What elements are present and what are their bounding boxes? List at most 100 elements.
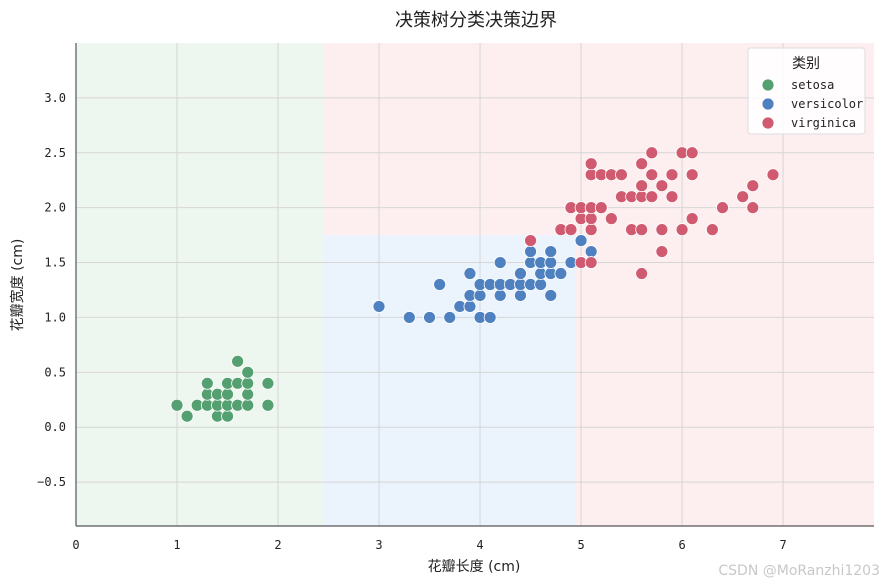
point-virginica [584, 212, 598, 226]
point-versicolor [554, 267, 568, 280]
point-virginica [645, 168, 659, 182]
point-virginica [635, 157, 649, 171]
point-virginica [675, 223, 689, 237]
watermark: CSDN @MoRanzhi1203 [718, 563, 880, 579]
point-versicolor [544, 256, 558, 269]
point-virginica [635, 179, 649, 193]
point-versicolor [443, 311, 457, 324]
y-tick-label: 3.0 [44, 91, 66, 105]
point-virginica [665, 190, 679, 204]
y-tick-label: 0.5 [44, 365, 66, 379]
point-versicolor [433, 278, 447, 291]
point-setosa [221, 409, 234, 423]
point-setosa [241, 365, 255, 379]
point-setosa [170, 398, 184, 412]
y-tick-label: 2.5 [44, 146, 66, 160]
point-virginica [685, 146, 699, 160]
y-tick-label: 2.0 [44, 201, 66, 215]
legend-marker-setosa [761, 78, 775, 92]
point-setosa [221, 387, 234, 401]
x-tick-label: 0 [72, 538, 79, 552]
point-versicolor [463, 300, 477, 313]
x-tick-label: 5 [577, 538, 584, 552]
point-versicolor [463, 267, 477, 280]
point-versicolor [574, 234, 588, 247]
point-virginica [665, 168, 679, 182]
point-virginica [604, 212, 618, 226]
point-versicolor [514, 267, 527, 280]
point-virginica [645, 146, 659, 160]
x-axis-label: 花瓣长度 (cm) [428, 559, 521, 575]
point-setosa [231, 354, 245, 368]
point-versicolor [493, 289, 507, 302]
point-virginica [655, 179, 669, 193]
point-versicolor [473, 289, 487, 302]
legend-label-versicolor: versicolor [791, 97, 863, 111]
point-virginica [524, 234, 537, 247]
point-virginica [615, 168, 628, 182]
legend-items: setosa versicolor virginica [761, 78, 863, 130]
point-setosa [241, 387, 255, 401]
point-virginica [736, 190, 750, 204]
x-tick-label: 4 [476, 538, 483, 552]
y-tick-label: 0.0 [44, 420, 66, 434]
point-virginica [635, 267, 649, 280]
legend-label-setosa: setosa [791, 78, 834, 92]
legend-title: 类别 [792, 56, 820, 72]
x-tick-label: 1 [173, 538, 180, 552]
point-versicolor [524, 245, 537, 258]
data-points [170, 146, 780, 423]
point-virginica [716, 201, 729, 215]
y-axis-label: 花瓣宽度 (cm) [9, 239, 26, 332]
legend: 类别 setosa versicolor virginica [747, 47, 866, 135]
decision-region-virginica [576, 235, 874, 526]
tick-labels: 0 1 2 3 4 5 6 7 −0.5 0.0 0.5 1.0 1.5 2.0 2.5 3.0 [37, 91, 787, 552]
point-virginica [746, 179, 760, 193]
x-tick-label: 7 [779, 538, 786, 552]
point-versicolor [493, 256, 507, 269]
legend-marker-virginica [761, 116, 775, 130]
point-setosa [261, 376, 275, 390]
point-versicolor [534, 278, 548, 291]
point-virginica [594, 201, 608, 215]
point-virginica [655, 223, 669, 237]
y-tick-label: 1.0 [44, 310, 66, 324]
point-versicolor [584, 245, 598, 258]
point-setosa [241, 398, 255, 412]
point-virginica [645, 190, 659, 204]
point-versicolor [514, 289, 527, 302]
point-virginica [746, 201, 760, 215]
point-setosa [241, 376, 255, 390]
point-virginica [705, 223, 719, 237]
point-setosa [180, 409, 194, 423]
point-versicolor [544, 245, 558, 258]
x-tick-label: 3 [375, 538, 382, 552]
legend-label-virginica: virginica [791, 116, 856, 130]
point-versicolor [402, 311, 416, 324]
y-tick-label: −0.5 [37, 475, 66, 489]
x-tick-label: 6 [678, 538, 685, 552]
point-virginica [685, 168, 699, 182]
point-versicolor [423, 311, 436, 324]
point-setosa [200, 376, 214, 390]
point-virginica [584, 157, 598, 171]
point-virginica [635, 223, 649, 237]
point-virginica [655, 245, 669, 258]
chart-title: 决策树分类决策边界 [395, 10, 557, 31]
point-virginica [564, 223, 578, 237]
point-versicolor [483, 311, 497, 324]
point-virginica [766, 168, 780, 182]
point-virginica [584, 223, 598, 237]
axes [75, 43, 874, 527]
point-versicolor [372, 300, 386, 313]
legend-box [747, 47, 866, 135]
decision-region-setosa [76, 43, 324, 526]
legend-marker-versicolor [761, 97, 775, 111]
point-versicolor [544, 289, 558, 302]
x-tick-label: 2 [274, 538, 281, 552]
y-tick-label: 1.5 [44, 256, 66, 270]
point-setosa [261, 398, 275, 412]
point-virginica [584, 256, 598, 269]
point-virginica [685, 212, 699, 226]
